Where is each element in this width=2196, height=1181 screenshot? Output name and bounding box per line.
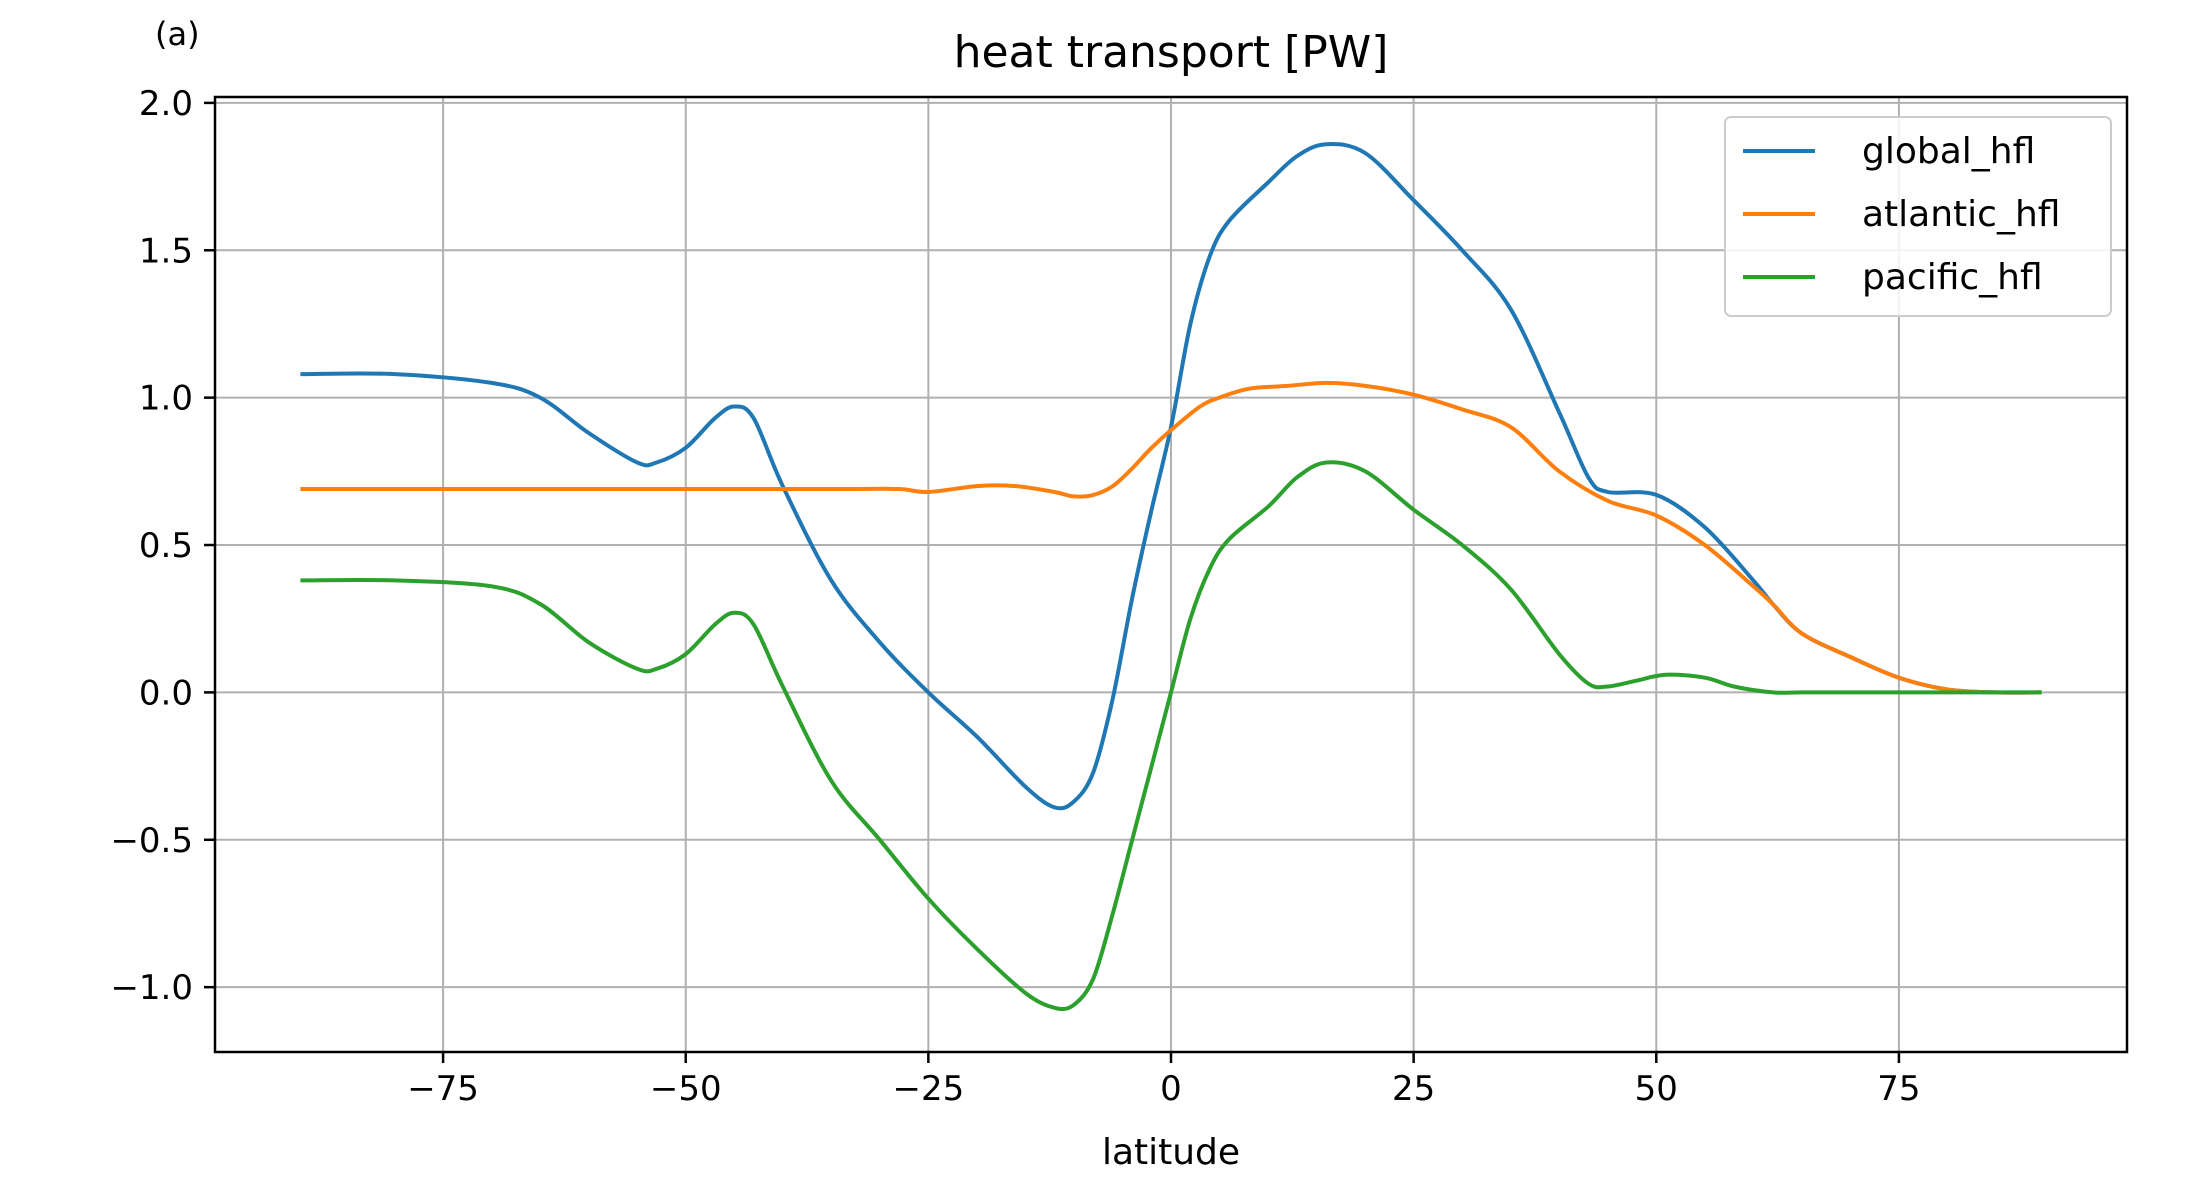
series-line-global-hfl	[300, 142, 2042, 811]
legend-label: global_hfl	[1862, 131, 2035, 172]
y-tick-label: 1.0	[139, 379, 193, 419]
x-tick-label: −25	[892, 1069, 964, 1109]
panel-label: (a)	[155, 15, 200, 53]
legend-box	[1724, 116, 2112, 317]
y-tick-label: 1.5	[139, 231, 193, 271]
series-line-pacific-hfl	[300, 460, 2042, 1012]
legend-label: atlantic_hfl	[1862, 194, 2060, 235]
gridlines	[215, 97, 2127, 1052]
axis-ticks: −75 −50 −25 0 25 50 75 2.0 1.5 1.0 0.5 0.0 −0.5 −1.0	[110, 84, 1920, 1109]
series-line-atlantic-hfl	[300, 380, 2042, 695]
chart-title: heat transport [PW]	[954, 27, 1389, 78]
series-lines	[300, 142, 2042, 1012]
legend: global_hfl atlantic_hfl pacific_hfl	[1724, 116, 2112, 317]
x-tick-label: 75	[1877, 1069, 1920, 1109]
y-tick-label: −0.5	[110, 821, 193, 861]
legend-label: pacific_hfl	[1862, 257, 2043, 298]
y-tick-label: −1.0	[110, 968, 193, 1008]
y-tick-label: 0.5	[139, 526, 193, 566]
x-tick-label: 25	[1392, 1069, 1435, 1109]
x-tick-label: 0	[1160, 1069, 1182, 1109]
x-tick-label: −50	[650, 1069, 722, 1109]
x-axis-title: latitude	[1102, 1132, 1240, 1173]
y-tick-label: 0.0	[139, 673, 193, 713]
x-tick-label: −75	[407, 1069, 479, 1109]
x-tick-label: 50	[1635, 1069, 1678, 1109]
y-tick-label: 2.0	[139, 84, 193, 124]
